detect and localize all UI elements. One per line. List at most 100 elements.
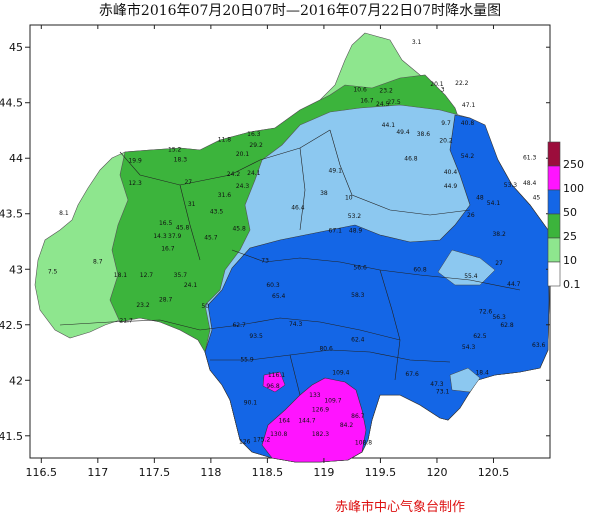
x-tick-label: 119 — [313, 466, 334, 479]
station-value: 84.2 — [340, 422, 354, 429]
station-value: 8.1 — [59, 210, 69, 217]
legend-swatch — [547, 189, 561, 215]
station-value: 49.4 — [396, 129, 410, 136]
station-value: 24.1 — [184, 282, 198, 289]
station-value: 56.3 — [492, 314, 506, 321]
station-value: 37.9 — [168, 233, 182, 240]
station-value: 62.8 — [500, 322, 514, 329]
station-value: 15.2 — [168, 147, 182, 154]
station-value: 116.1 — [268, 372, 285, 379]
x-tick-label: 117.5 — [139, 466, 171, 479]
station-value: 16.7 — [161, 245, 175, 252]
x-tick-label: 118 — [200, 466, 221, 479]
y-tick-label: 45 — [9, 41, 23, 54]
station-value: 53.2 — [348, 213, 362, 220]
station-value: 24.1 — [247, 170, 261, 177]
station-value: 62.4 — [351, 336, 365, 343]
station-value: 48.9 — [349, 228, 363, 235]
station-value: 90.1 — [244, 400, 258, 407]
station-value: 28.7 — [159, 296, 173, 303]
y-tick-label: 43.5 — [0, 208, 23, 221]
station-value: 12.3 — [128, 180, 142, 187]
zone-100-250-small — [262, 371, 286, 393]
x-tick-label: 118.5 — [252, 466, 284, 479]
legend-label: 50 — [563, 206, 577, 219]
producer-credit: 赤峰市中心气象台制作 — [335, 500, 466, 515]
station-value: 40.8 — [461, 120, 475, 127]
legend-label: 250 — [563, 158, 584, 171]
station-value: 62.7 — [232, 322, 246, 329]
station-value: 24.5 — [376, 101, 390, 108]
station-value: 108.8 — [355, 440, 372, 447]
station-value: 11.8 — [218, 137, 232, 144]
station-value: 20.2 — [439, 138, 453, 145]
station-value: 74.3 — [289, 321, 303, 328]
y-axis: 45 44.5 44 43.5 43 42.5 42 41.5 — [0, 41, 550, 443]
legend-swatch — [547, 261, 561, 287]
station-value: 55.9 — [240, 356, 254, 363]
y-tick-label: 43 — [9, 263, 23, 276]
station-value: 133 — [309, 392, 321, 399]
y-tick-label: 41.5 — [0, 430, 23, 443]
station-value: 19.9 — [128, 158, 142, 165]
y-tick-label: 44 — [9, 152, 23, 165]
zone-sky-patch — [437, 249, 496, 286]
station-value: 67.6 — [405, 371, 419, 378]
station-value: 65.4 — [272, 293, 286, 300]
station-value: 38 — [320, 190, 328, 197]
station-value: 130.8 — [270, 431, 287, 438]
station-value: 47.1 — [462, 102, 476, 109]
legend-label: 25 — [563, 230, 577, 243]
station-value: 23.2 — [379, 88, 393, 95]
station-value: 24.2 — [227, 171, 241, 178]
station-value: 3 — [441, 87, 445, 94]
x-tick-label: 119.5 — [365, 466, 397, 479]
station-value: 63.6 — [532, 342, 546, 349]
x-tick-label: 120.5 — [478, 466, 510, 479]
x-tick-label: 120 — [426, 466, 447, 479]
station-value: 3.1 — [412, 39, 422, 46]
station-value: 38.2 — [492, 231, 506, 238]
station-value: 54.1 — [487, 200, 501, 207]
station-value: 45.7 — [204, 234, 218, 241]
station-value: 16.5 — [159, 220, 173, 227]
y-tick-label: 44.5 — [0, 97, 23, 110]
station-value: 31.6 — [218, 192, 232, 199]
station-value: 72.6 — [479, 309, 493, 316]
station-value: 164 — [279, 417, 291, 424]
station-value: 126 — [239, 439, 251, 446]
station-value: 20.1 — [236, 151, 250, 158]
station-value: 40.4 — [444, 169, 458, 176]
station-value: 54.2 — [461, 153, 475, 160]
station-value: 44.1 — [382, 122, 396, 129]
x-tick-label: 117 — [87, 466, 108, 479]
legend-label: 0.1 — [563, 278, 581, 291]
station-value: 7.5 — [48, 269, 58, 276]
legend-swatch — [547, 213, 561, 239]
station-value: 80.6 — [319, 345, 333, 352]
station-value: 38.6 — [417, 131, 431, 138]
station-value: 53.3 — [504, 182, 518, 189]
station-value: 23.2 — [136, 302, 150, 309]
zone-100-250 — [261, 377, 367, 463]
legend-swatch — [547, 165, 561, 191]
station-value: 44.7 — [507, 281, 521, 288]
station-value: 27 — [495, 260, 503, 267]
station-value: 67.1 — [329, 228, 343, 235]
station-value: 10 — [345, 194, 353, 201]
station-value: 48 — [476, 194, 484, 201]
legend-swatch — [547, 141, 561, 167]
station-value: 93.5 — [249, 333, 263, 340]
station-value: 45 — [533, 194, 541, 201]
station-value: 24.3 — [236, 183, 250, 190]
y-tick-label: 42 — [9, 374, 23, 387]
x-tick-label: 116.5 — [26, 466, 58, 479]
station-value: 18.3 — [174, 157, 188, 164]
station-value: 45.8 — [176, 224, 190, 231]
station-value: 35.7 — [174, 272, 188, 279]
station-value: 49.1 — [329, 168, 343, 175]
station-value: 10.6 — [353, 87, 367, 94]
station-value: 182.3 — [312, 431, 329, 438]
